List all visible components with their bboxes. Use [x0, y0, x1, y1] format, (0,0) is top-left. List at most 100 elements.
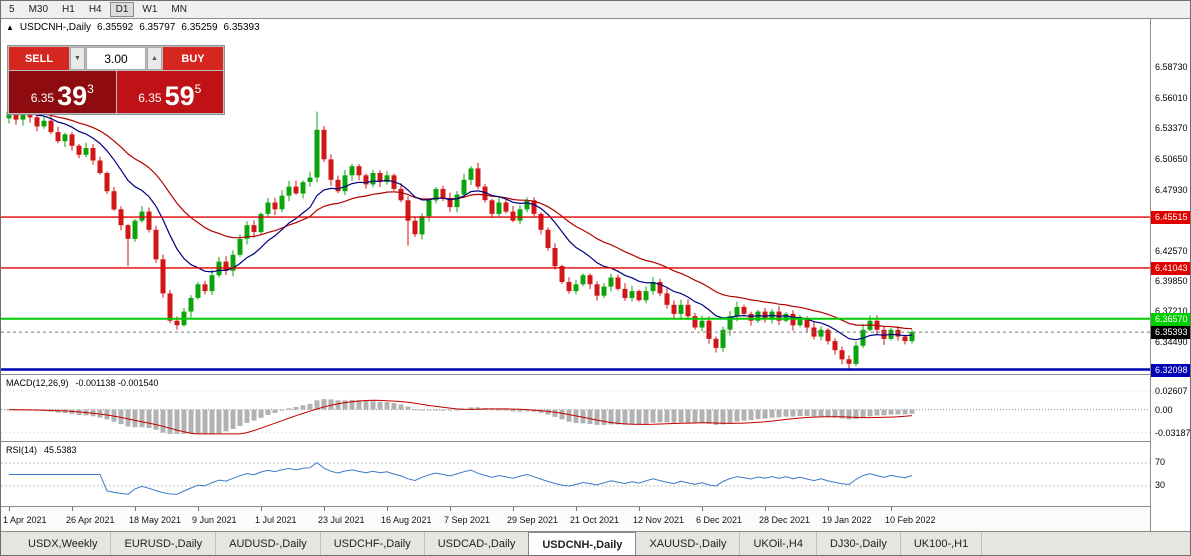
chart-tab-uk100-h1[interactable]: UK100-,H1 [901, 532, 983, 555]
time-axis-tick [387, 507, 388, 511]
buy-price-sup: 5 [194, 82, 202, 96]
sell-price-big: 39 [57, 81, 88, 111]
chart-tab-usdcnh-daily[interactable]: USDCNH-,Daily [528, 532, 637, 555]
time-axis-label: 26 Apr 2021 [66, 515, 115, 525]
buy-price-big: 59 [164, 81, 195, 111]
time-axis-label: 6 Dec 2021 [696, 515, 743, 525]
price-axis-tick-label: 6.37210 [1155, 306, 1188, 316]
chart-symbol-label: USDCNH-,Daily [19, 22, 92, 33]
chart-tab-audusd-daily[interactable]: AUDUSD-,Daily [216, 532, 321, 555]
sell-price-prefix: 6.35 [30, 91, 55, 105]
rsi-header: RSI(14) 45.5383 [6, 445, 77, 455]
price-axis-tick-label: 6.53370 [1155, 123, 1188, 133]
chart-tab-usdchf-daily[interactable]: USDCHF-,Daily [321, 532, 425, 555]
time-axis-tick [576, 507, 577, 511]
chart-tab-ukoil-h4[interactable]: UKOil-,H4 [740, 532, 817, 555]
time-axis-tick [135, 507, 136, 511]
timeframe-button-h4[interactable]: H4 [88, 4, 102, 15]
time-axis-tick [828, 507, 829, 511]
macd-axis-label: 0.02607 [1155, 386, 1188, 396]
buy-price-prefix: 6.35 [138, 91, 162, 105]
time-axis-label: 19 Jan 2022 [822, 515, 872, 525]
level-price-badge: 6.41043 [1151, 262, 1190, 275]
sell-price-display[interactable]: 6.35 39 3 [9, 71, 116, 113]
time-axis-tick [72, 507, 73, 511]
ohlc-low: 6.35259 [181, 22, 218, 33]
volume-increase-button[interactable]: ▲ [147, 47, 162, 70]
chart-region: ▲ USDCNH-,Daily 6.35592 6.35797 6.35259 … [1, 19, 1150, 531]
chevron-up-icon: ▲ [151, 55, 158, 62]
time-axis-label: 23 Jul 2021 [318, 515, 365, 525]
level-price-badge: 6.45515 [1151, 211, 1190, 224]
sell-button[interactable]: SELL [9, 47, 69, 70]
macd-header: MACD(12,26,9) -0.001138 -0.001540 [6, 378, 158, 388]
rsi-axis-label: 30 [1155, 480, 1166, 490]
time-axis-label: 21 Oct 2021 [570, 515, 620, 525]
macd-values-label: -0.001138 -0.001540 [75, 378, 159, 388]
time-axis-tick [702, 507, 703, 511]
time-axis-label: 16 Aug 2021 [381, 515, 432, 525]
time-axis-label: 9 Jun 2021 [192, 515, 237, 525]
chart-tab-xauusd-daily[interactable]: XAUUSD-,Daily [636, 532, 741, 555]
rsi-axis-label: 70 [1155, 457, 1166, 467]
time-axis-tick [9, 507, 10, 511]
timeframe-button-w1[interactable]: W1 [142, 4, 158, 15]
price-axis-tick-label: 6.34490 [1155, 337, 1188, 347]
price-pane: ▲ USDCNH-,Daily 6.35592 6.35797 6.35259 … [1, 19, 1150, 374]
one-click-trading-panel: SELL ▼ ▲ BUY 6.35 39 3 6.35 59 5 [7, 45, 225, 115]
ohlc-close: 6.35393 [223, 22, 260, 33]
time-axis-tick [891, 507, 892, 511]
price-chart-canvas[interactable] [1, 19, 1150, 374]
timeframe-button-m30[interactable]: M30 [28, 4, 49, 15]
timeframe-button-mn[interactable]: MN [171, 4, 187, 15]
time-axis-label: 29 Sep 2021 [507, 515, 559, 525]
current-price-badge: 6.35393 [1151, 326, 1190, 339]
time-axis-tick [324, 507, 325, 511]
chart-tab-eurusd-daily[interactable]: EURUSD-,Daily [111, 532, 217, 555]
sell-price-sup: 3 [87, 82, 94, 96]
chart-tab-usdcad-daily[interactable]: USDCAD-,Daily [425, 532, 530, 555]
time-axis-label: 1 Jul 2021 [255, 515, 297, 525]
time-axis-label: 7 Sep 2021 [444, 515, 491, 525]
buy-button[interactable]: BUY [163, 47, 223, 70]
tick-direction-icon: ▲ [6, 23, 14, 32]
price-axis[interactable]: 6.58730 6.56010 6.53370 6.50650 6.47930 6.425… [1150, 19, 1191, 531]
volume-input[interactable] [86, 47, 146, 70]
time-axis-label: 28 Dec 2021 [759, 515, 811, 525]
macd-axis-label: -0.03187 [1155, 428, 1191, 438]
chevron-down-icon: ▼ [74, 55, 81, 62]
price-axis-tick-label: 6.56010 [1155, 93, 1188, 103]
volume-decrease-button[interactable]: ▼ [70, 47, 85, 70]
price-axis-tick-label: 6.47930 [1155, 185, 1188, 195]
macd-name-label: MACD(12,26,9) [6, 378, 69, 388]
rsi-value-label: 45.5383 [44, 445, 77, 455]
time-axis-label: 12 Nov 2021 [633, 515, 685, 525]
time-axis-label: 18 May 2021 [129, 515, 182, 525]
buy-price-display[interactable]: 6.35 59 5 [116, 71, 223, 113]
time-axis[interactable]: 1 Apr 2021 26 Apr 2021 18 May 2021 9 Jun 20… [1, 506, 1150, 531]
price-axis-tick-label: 6.39850 [1155, 276, 1188, 286]
time-axis-tick [513, 507, 514, 511]
ohlc-open: 6.35592 [97, 22, 134, 33]
chart-tabs-bar: USDX,Weekly EURUSD-,Daily AUDUSD-,Daily USD… [1, 531, 1190, 555]
chart-tab-dj30-daily[interactable]: DJ30-,Daily [817, 532, 901, 555]
time-axis-label: 10 Feb 2022 [885, 515, 936, 525]
macd-pane: MACD(12,26,9) -0.001138 -0.001540 [1, 374, 1150, 441]
price-axis-tick-label: 6.58730 [1155, 62, 1188, 72]
ohlc-high: 6.35797 [139, 22, 176, 33]
rsi-name-label: RSI(14) [6, 445, 38, 455]
chart-tab-usdx-weekly[interactable]: USDX,Weekly [15, 532, 112, 555]
macd-chart-canvas[interactable] [1, 375, 1150, 441]
level-price-badge: 6.32098 [1151, 364, 1190, 377]
rsi-chart-canvas[interactable] [1, 442, 1150, 506]
price-axis-tick-label: 6.42570 [1155, 246, 1188, 256]
time-axis-tick [639, 507, 640, 511]
time-axis-tick [765, 507, 766, 511]
time-axis-tick [198, 507, 199, 511]
time-axis-tick [450, 507, 451, 511]
timeframe-button-d1[interactable]: D1 [109, 2, 135, 17]
price-axis-tick-label: 6.50650 [1155, 154, 1188, 164]
timeframe-button-5[interactable]: 5 [9, 4, 15, 15]
timeframe-button-h1[interactable]: H1 [62, 4, 75, 15]
